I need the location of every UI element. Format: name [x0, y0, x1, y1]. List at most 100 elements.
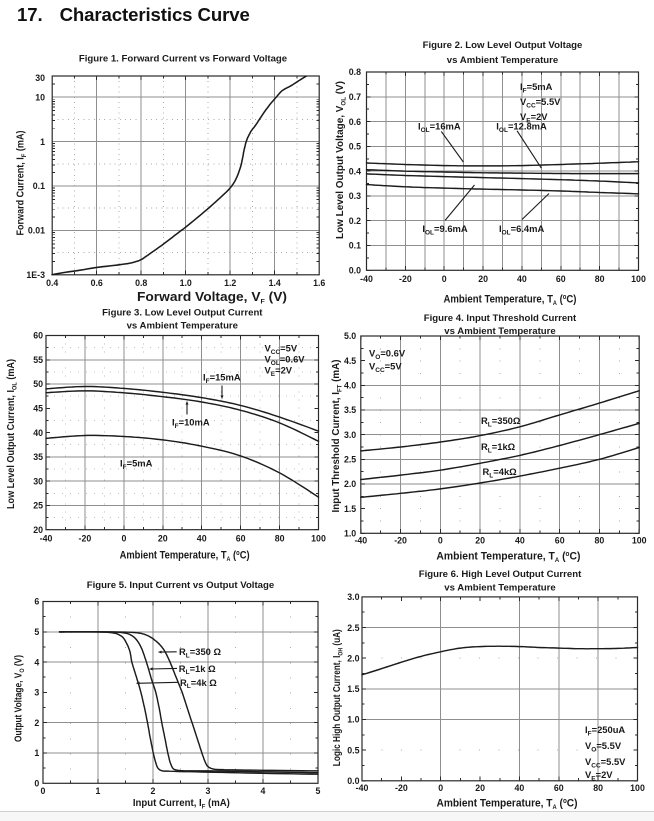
svg-text:Figure 2. Low Level Output Vol: Figure 2. Low Level Output Voltage	[423, 40, 583, 51]
svg-text:0.7: 0.7	[349, 92, 361, 102]
svg-text:-40: -40	[356, 783, 369, 793]
svg-text:RL=350Ω: RL=350Ω	[481, 415, 521, 428]
svg-text:5: 5	[34, 627, 39, 637]
svg-text:Input Threshold Current, IFT (: Input Threshold Current, IFT (mA)	[330, 360, 343, 513]
svg-text:IF=250uA: IF=250uA	[585, 724, 625, 737]
svg-text:RL=1k Ω: RL=1k Ω	[179, 663, 216, 676]
svg-text:VCC=5.5V: VCC=5.5V	[585, 756, 626, 769]
svg-text:60: 60	[555, 536, 565, 546]
svg-text:IOL=6.4mA: IOL=6.4mA	[499, 223, 544, 236]
svg-text:50: 50	[33, 379, 43, 389]
svg-text:Forward Current, IF (mA): Forward Current, IF (mA)	[16, 131, 28, 236]
svg-text:20: 20	[158, 534, 168, 544]
svg-text:3.5: 3.5	[344, 405, 356, 415]
svg-text:0.8: 0.8	[349, 67, 361, 77]
svg-text:VCC=5V: VCC=5V	[369, 361, 402, 374]
svg-text:Low Level Output Voltage, VOL: Low Level Output Voltage, VOL (V)	[334, 81, 347, 239]
svg-text:0.1: 0.1	[33, 181, 45, 191]
svg-text:25: 25	[33, 501, 43, 511]
svg-text:80: 80	[595, 536, 605, 546]
svg-text:0.0: 0.0	[349, 266, 361, 276]
svg-text:VE=2V: VE=2V	[265, 365, 293, 378]
svg-text:2.0: 2.0	[344, 479, 356, 489]
svg-text:IOL=9.6mA: IOL=9.6mA	[422, 223, 467, 236]
svg-text:vs Ambient Temperature: vs Ambient Temperature	[444, 326, 555, 337]
svg-text:60: 60	[554, 783, 564, 793]
svg-text:0: 0	[41, 786, 46, 796]
svg-text:1.2: 1.2	[224, 278, 236, 288]
svg-text:vs Ambient Temperature: vs Ambient Temperature	[444, 583, 555, 594]
svg-text:80: 80	[595, 274, 605, 284]
svg-text:1.0: 1.0	[347, 715, 359, 725]
svg-text:IF=5mA: IF=5mA	[120, 458, 153, 471]
svg-text:0.2: 0.2	[349, 216, 361, 226]
svg-text:0.6: 0.6	[349, 117, 361, 127]
svg-text:IF=15mA: IF=15mA	[203, 372, 241, 385]
svg-text:1: 1	[96, 786, 101, 796]
svg-text:0: 0	[121, 534, 126, 544]
svg-text:20: 20	[475, 783, 485, 793]
svg-text:Figure 1. Forward Current vs F: Figure 1. Forward Current vs Forward Vol…	[79, 54, 287, 65]
svg-text:0.6: 0.6	[91, 278, 103, 288]
svg-text:4: 4	[261, 786, 266, 796]
svg-text:Logic High Output Current, IOH: Logic High Output Current, IOH (uA)	[331, 629, 344, 766]
svg-text:VO=5.5V: VO=5.5V	[585, 740, 622, 753]
svg-text:IF=10mA: IF=10mA	[172, 417, 210, 430]
svg-text:60: 60	[33, 331, 43, 341]
svg-text:0.4: 0.4	[349, 166, 361, 176]
svg-text:Low Level Output Current, IOL: Low Level Output Current, IOL (mA)	[5, 359, 18, 509]
svg-text:Figure 5. Input Current vs Out: Figure 5. Input Current vs Output Voltag…	[87, 580, 274, 591]
svg-text:40: 40	[517, 274, 527, 284]
svg-text:100: 100	[631, 274, 646, 284]
svg-text:Ambient Temperature, TA (oC): Ambient Temperature, TA (oC)	[120, 550, 250, 563]
svg-text:vs Ambient Temperature: vs Ambient Temperature	[447, 55, 558, 66]
svg-text:3: 3	[206, 786, 211, 796]
svg-text:40: 40	[515, 536, 525, 546]
svg-text:RL=4k Ω: RL=4k Ω	[180, 677, 217, 690]
svg-text:-40: -40	[40, 534, 53, 544]
svg-text:Ambient Temperature, TA (oC): Ambient Temperature, TA (oC)	[436, 551, 580, 564]
svg-text:Ambient Temperature, TA (oC): Ambient Temperature, TA (oC)	[444, 294, 577, 307]
svg-text:35: 35	[33, 452, 43, 462]
svg-text:IF=5mA: IF=5mA	[520, 81, 553, 94]
svg-text:5.0: 5.0	[344, 331, 356, 341]
svg-text:-40: -40	[360, 274, 373, 284]
svg-text:IOL=16mA: IOL=16mA	[418, 121, 461, 134]
svg-text:0.3: 0.3	[349, 191, 361, 201]
svg-text:1.0: 1.0	[344, 529, 356, 539]
svg-text:55: 55	[33, 355, 43, 365]
svg-text:5: 5	[316, 786, 321, 796]
svg-text:1.5: 1.5	[347, 684, 359, 694]
svg-text:1.4: 1.4	[269, 278, 281, 288]
svg-text:3: 3	[34, 688, 39, 698]
svg-text:0.1: 0.1	[349, 241, 361, 251]
svg-text:0.8: 0.8	[135, 278, 147, 288]
svg-text:Ambient Temperature, TA (oC): Ambient Temperature, TA (oC)	[437, 798, 578, 811]
svg-text:3.0: 3.0	[347, 592, 359, 602]
svg-text:4: 4	[34, 657, 39, 667]
svg-text:Figure 3. Low Level Output Cur: Figure 3. Low Level Output Current	[102, 308, 263, 319]
svg-text:1E-3: 1E-3	[26, 270, 45, 280]
svg-text:-20: -20	[399, 274, 412, 284]
svg-text:4.0: 4.0	[344, 381, 356, 391]
svg-text:30: 30	[33, 476, 43, 486]
svg-text:Figure 4. Input Threshold Curr: Figure 4. Input Threshold Current	[424, 313, 577, 324]
svg-text:VCC=5.5V: VCC=5.5V	[520, 96, 561, 109]
svg-text:Input Current, IF (mA): Input Current, IF (mA)	[133, 797, 230, 810]
svg-text:-40: -40	[354, 536, 367, 546]
svg-text:-20: -20	[79, 534, 92, 544]
svg-text:20: 20	[33, 525, 43, 535]
svg-text:3.0: 3.0	[344, 430, 356, 440]
svg-text:20: 20	[475, 536, 485, 546]
svg-text:40: 40	[33, 428, 43, 438]
svg-text:vs Ambient Temperature: vs Ambient Temperature	[127, 321, 238, 332]
svg-text:RL=350 Ω: RL=350 Ω	[179, 646, 221, 659]
svg-text:Output Voltage, VO (V): Output Voltage, VO (V)	[14, 655, 26, 742]
svg-text:1: 1	[34, 748, 39, 758]
svg-text:0.5: 0.5	[349, 142, 361, 152]
svg-text:Figure 6. High Level Output Cu: Figure 6. High Level Output Current	[419, 569, 582, 580]
svg-text:80: 80	[275, 534, 285, 544]
svg-text:20: 20	[478, 274, 488, 284]
svg-text:2.0: 2.0	[347, 653, 359, 663]
svg-text:100: 100	[632, 536, 647, 546]
